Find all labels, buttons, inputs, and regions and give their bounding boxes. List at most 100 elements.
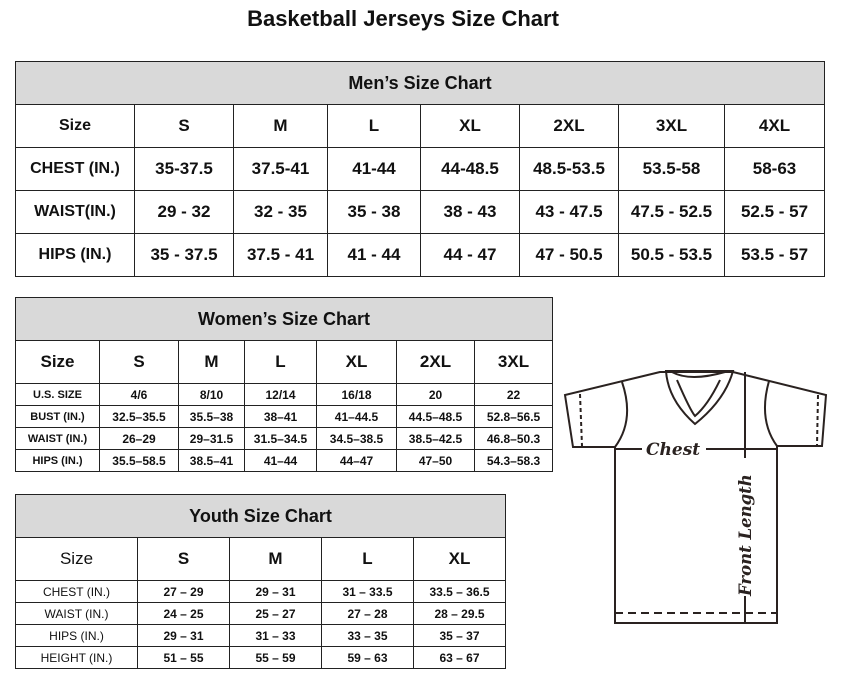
value-cell: 33 – 35 bbox=[321, 624, 414, 647]
women-header-cell: M bbox=[178, 340, 245, 384]
value-cell: 41–44.5 bbox=[316, 405, 397, 428]
value-cell: 20 bbox=[396, 383, 475, 406]
table-row: WAIST(IN.) 29 - 32 32 - 35 35 - 38 38 - 43 43… bbox=[15, 190, 825, 234]
front-length-label: Front Length bbox=[736, 474, 755, 597]
row-label: HIPS (IN.) bbox=[15, 233, 135, 277]
value-cell: 43 - 47.5 bbox=[519, 190, 619, 234]
table-row: CHEST (IN.) 27 – 29 29 – 31 31 – 33.5 33.5 –… bbox=[15, 580, 507, 603]
row-label: WAIST (IN.) bbox=[15, 427, 100, 450]
value-cell: 29–31.5 bbox=[178, 427, 245, 450]
women-header-cell: S bbox=[99, 340, 179, 384]
men-header-cell: M bbox=[233, 104, 328, 148]
value-cell: 47 - 50.5 bbox=[519, 233, 619, 277]
value-cell: 47.5 - 52.5 bbox=[618, 190, 725, 234]
row-label: CHEST (IN.) bbox=[15, 580, 138, 603]
youth-size-table: Youth Size Chart Size S M L XL CHEST (IN.) 27 –… bbox=[14, 494, 507, 669]
value-cell: 12/14 bbox=[244, 383, 317, 406]
table-row: BUST (IN.) 32.5–35.5 35.5–38 38–41 41–44.5 44… bbox=[15, 405, 554, 428]
value-cell: 52.5 - 57 bbox=[724, 190, 825, 234]
women-header-cell: Size bbox=[15, 340, 100, 384]
value-cell: 37.5-41 bbox=[233, 147, 328, 191]
row-label: CHEST (IN.) bbox=[15, 147, 135, 191]
value-cell: 32 - 35 bbox=[233, 190, 328, 234]
row-label: HIPS (IN.) bbox=[15, 449, 100, 472]
value-cell: 32.5–35.5 bbox=[99, 405, 179, 428]
value-cell: 35.5–58.5 bbox=[99, 449, 179, 472]
youth-table-title: Youth Size Chart bbox=[14, 494, 507, 538]
women-header-cell: L bbox=[244, 340, 317, 384]
value-cell: 38.5–42.5 bbox=[396, 427, 475, 450]
row-label: HEIGHT (IN.) bbox=[15, 646, 138, 669]
row-label: HIPS (IN.) bbox=[15, 624, 138, 647]
value-cell: 33.5 – 36.5 bbox=[412, 580, 507, 603]
value-cell: 53.5 - 57 bbox=[724, 233, 825, 277]
value-cell: 35.5–38 bbox=[178, 405, 245, 428]
table-row: WAIST (IN.) 24 – 25 25 – 27 27 – 28 28 – 29.… bbox=[15, 602, 507, 625]
women-table-title: Women’s Size Chart bbox=[14, 297, 554, 341]
value-cell: 35 – 37 bbox=[412, 624, 507, 647]
value-cell: 44-48.5 bbox=[420, 147, 520, 191]
jersey-diagram: Chest Front Length bbox=[563, 370, 828, 624]
row-label: WAIST (IN.) bbox=[15, 602, 138, 625]
value-cell: 35-37.5 bbox=[134, 147, 234, 191]
value-cell: 29 – 31 bbox=[137, 624, 230, 647]
value-cell: 51 – 55 bbox=[137, 646, 230, 669]
youth-header-cell: L bbox=[321, 537, 414, 581]
value-cell: 4/6 bbox=[99, 383, 179, 406]
table-row: HIPS (IN.) 35.5–58.5 38.5–41 41–44 44–47 47–5… bbox=[15, 449, 554, 472]
youth-header-cell: M bbox=[229, 537, 322, 581]
womens-size-table: Women’s Size Chart Size S M L XL 2XL 3XL U.S. SI… bbox=[14, 297, 554, 472]
value-cell: 22 bbox=[473, 383, 554, 406]
value-cell: 47–50 bbox=[396, 449, 475, 472]
value-cell: 28 – 29.5 bbox=[412, 602, 507, 625]
men-header-cell: XL bbox=[420, 104, 520, 148]
value-cell: 52.8–56.5 bbox=[473, 405, 554, 428]
value-cell: 35 - 38 bbox=[327, 190, 421, 234]
value-cell: 24 – 25 bbox=[137, 602, 230, 625]
value-cell: 55 – 59 bbox=[229, 646, 322, 669]
value-cell: 41–44 bbox=[244, 449, 317, 472]
value-cell: 16/18 bbox=[316, 383, 397, 406]
value-cell: 53.5-58 bbox=[618, 147, 725, 191]
value-cell: 25 – 27 bbox=[229, 602, 322, 625]
value-cell: 38–41 bbox=[244, 405, 317, 428]
value-cell: 48.5-53.5 bbox=[519, 147, 619, 191]
chest-label: Chest bbox=[646, 440, 700, 460]
men-header-cell: L bbox=[327, 104, 421, 148]
value-cell: 41 - 44 bbox=[327, 233, 421, 277]
table-row: CHEST (IN.) 35-37.5 37.5-41 41-44 44-48.5 48.… bbox=[15, 147, 825, 191]
value-cell: 35 - 37.5 bbox=[134, 233, 234, 277]
value-cell: 31 – 33 bbox=[229, 624, 322, 647]
value-cell: 27 – 28 bbox=[321, 602, 414, 625]
value-cell: 44.5–48.5 bbox=[396, 405, 475, 428]
row-label: U.S. SIZE bbox=[15, 383, 100, 406]
value-cell: 37.5 - 41 bbox=[233, 233, 328, 277]
row-label: BUST (IN.) bbox=[15, 405, 100, 428]
value-cell: 46.8–50.3 bbox=[473, 427, 554, 450]
youth-header-cell: S bbox=[137, 537, 230, 581]
value-cell: 26–29 bbox=[99, 427, 179, 450]
value-cell: 54.3–58.3 bbox=[473, 449, 554, 472]
value-cell: 38.5–41 bbox=[178, 449, 245, 472]
men-header-cell: 2XL bbox=[519, 104, 619, 148]
value-cell: 31.5–34.5 bbox=[244, 427, 317, 450]
page-title: Basketball Jerseys Size Chart bbox=[247, 6, 559, 31]
value-cell: 44 - 47 bbox=[420, 233, 520, 277]
men-table-title: Men’s Size Chart bbox=[15, 61, 825, 105]
men-header-cell: 3XL bbox=[618, 104, 725, 148]
men-header-cell: Size bbox=[15, 104, 135, 148]
women-header-cell: 3XL bbox=[473, 340, 554, 384]
value-cell: 63 – 67 bbox=[412, 646, 507, 669]
table-row: HEIGHT (IN.) 51 – 55 55 – 59 59 – 63 63 – 67 bbox=[15, 646, 507, 669]
women-header-cell: 2XL bbox=[396, 340, 475, 384]
value-cell: 31 – 33.5 bbox=[321, 580, 414, 603]
value-cell: 44–47 bbox=[316, 449, 397, 472]
value-cell: 50.5 - 53.5 bbox=[618, 233, 725, 277]
table-row: WAIST (IN.) 26–29 29–31.5 31.5–34.5 34.5–38.… bbox=[15, 427, 554, 450]
row-label: WAIST(IN.) bbox=[15, 190, 135, 234]
value-cell: 8/10 bbox=[178, 383, 245, 406]
value-cell: 34.5–38.5 bbox=[316, 427, 397, 450]
value-cell: 58-63 bbox=[724, 147, 825, 191]
youth-header-cell: XL bbox=[412, 537, 507, 581]
value-cell: 29 - 32 bbox=[134, 190, 234, 234]
